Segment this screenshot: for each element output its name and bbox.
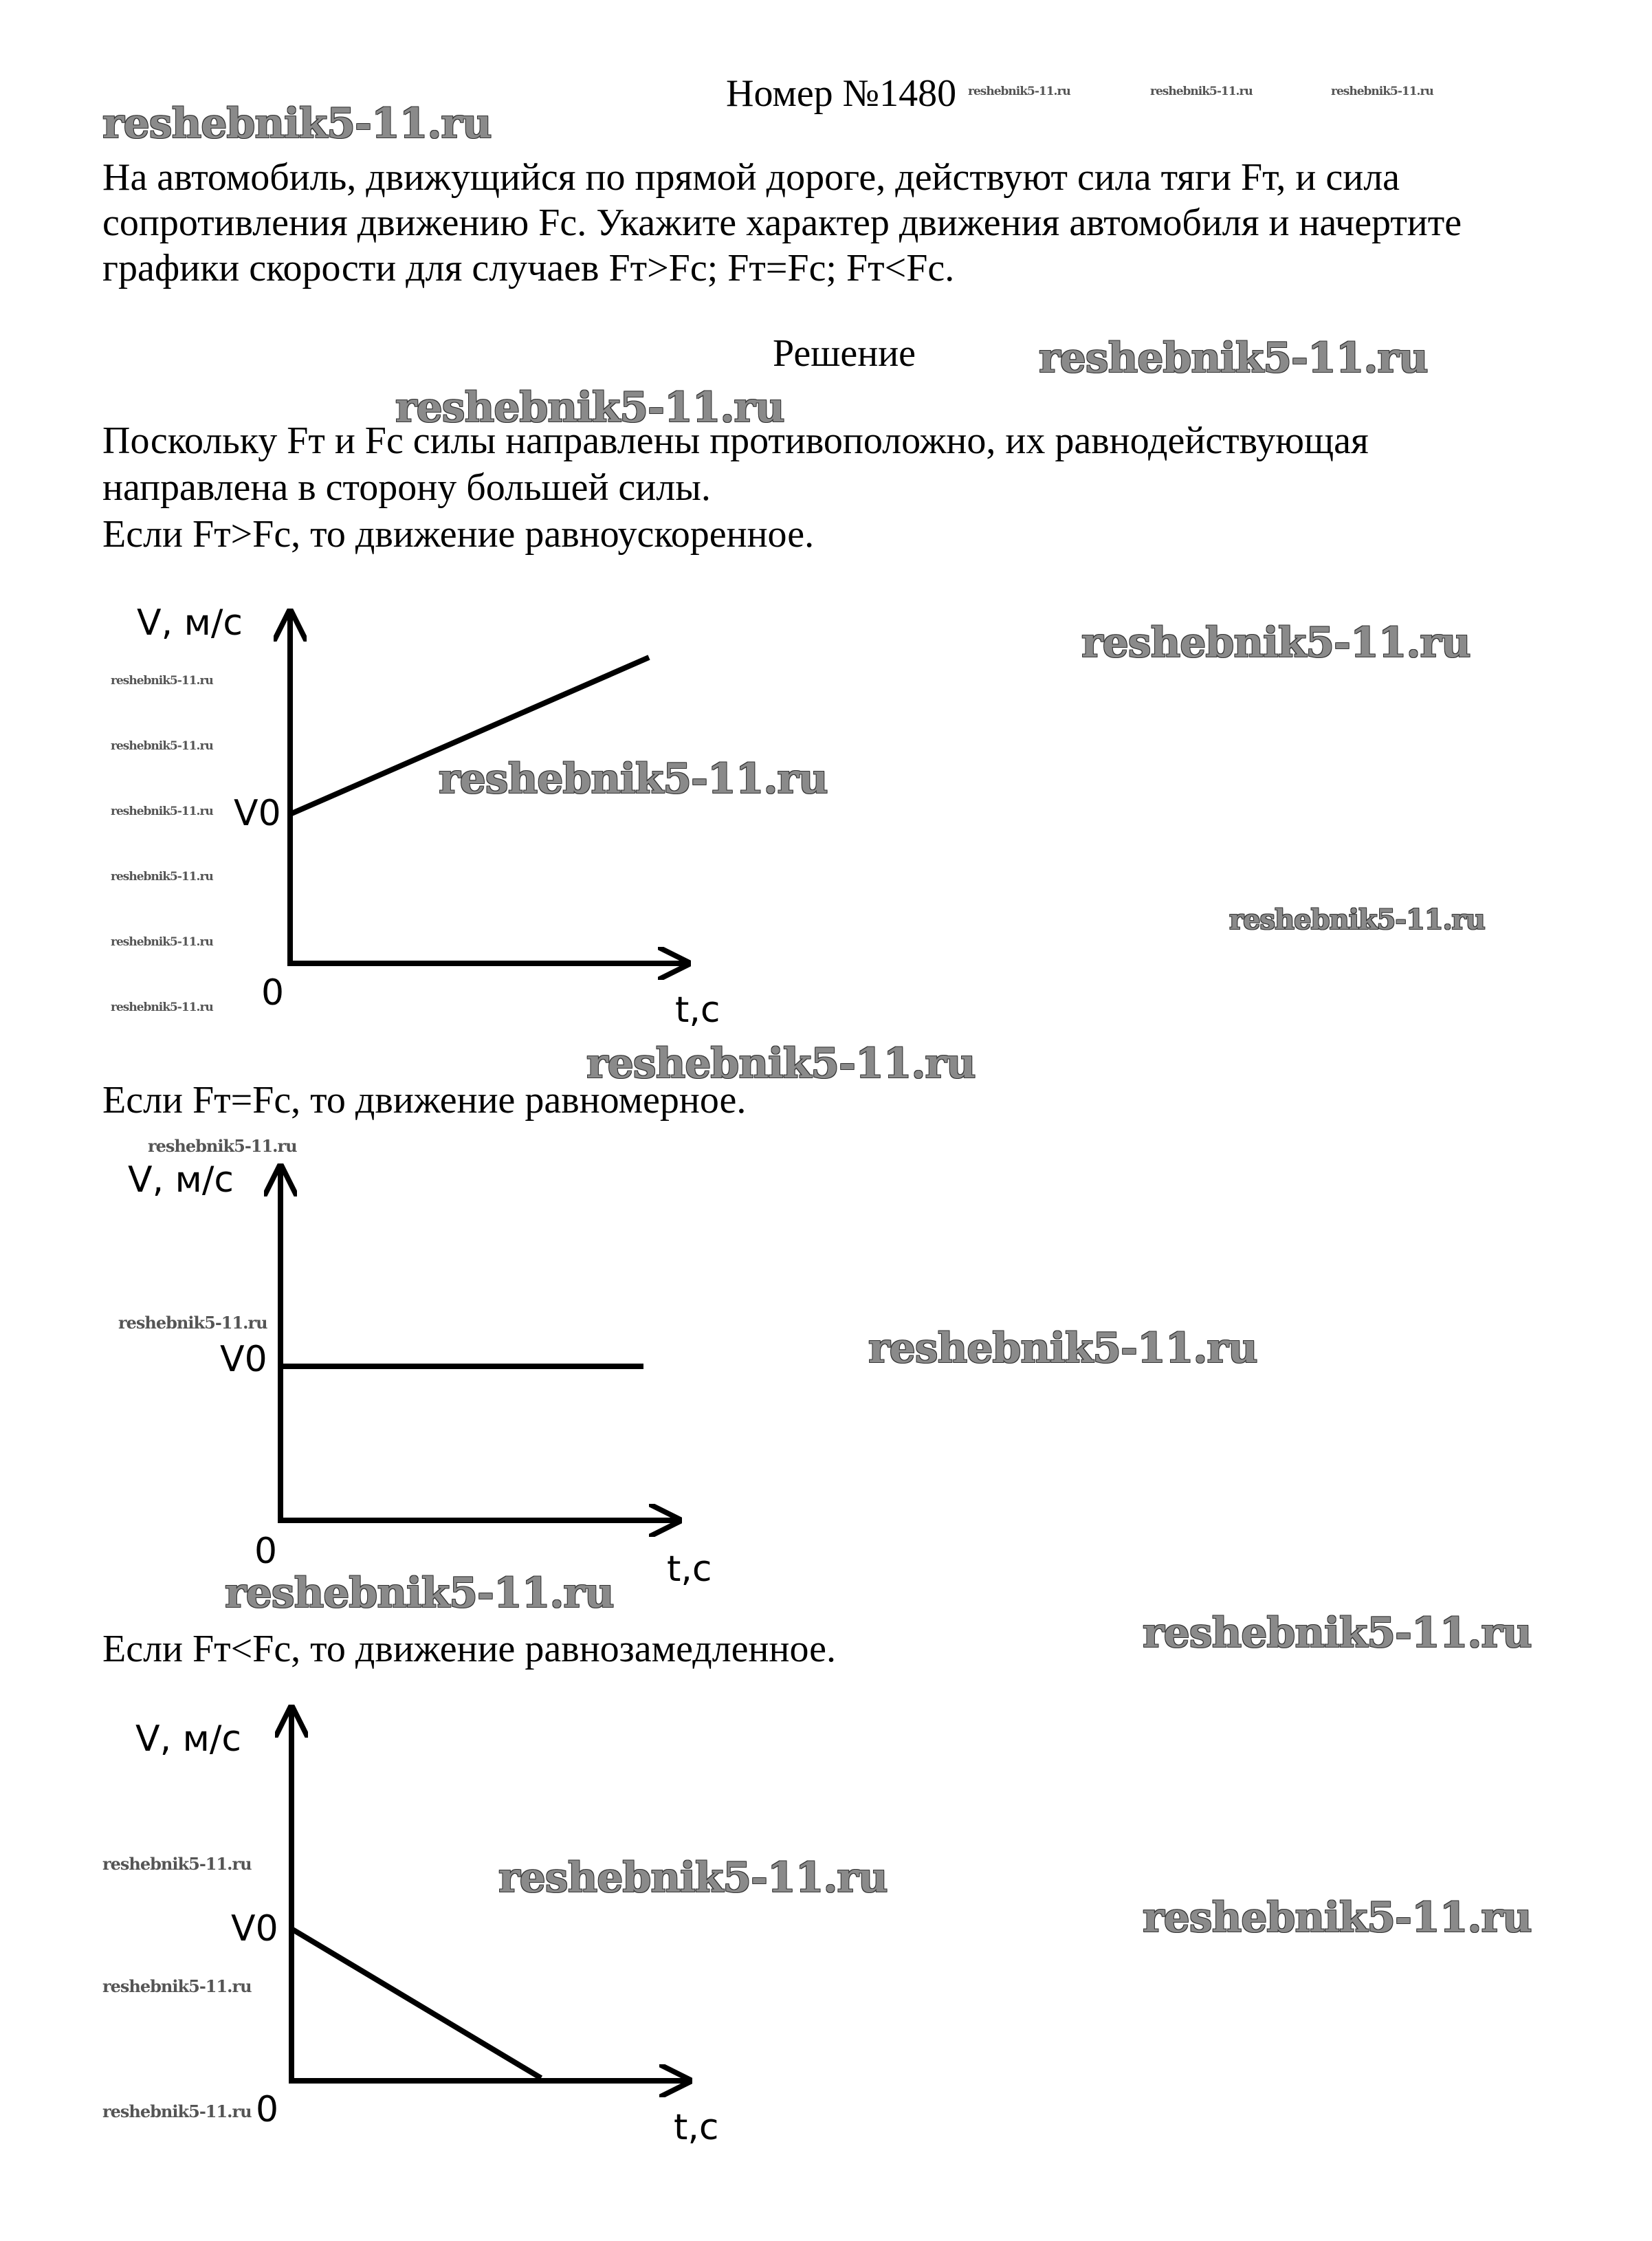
y-axis-label: V, м/с — [128, 1159, 234, 1201]
v0-label: V0 — [234, 793, 281, 834]
watermark: reshebnik5-11.ru — [225, 1569, 615, 1617]
watermark: reshebnik5-11.ru — [1039, 334, 1429, 382]
watermark: reshebnik5-11.ru — [111, 870, 214, 884]
problem-line: графики скорости для случаев Fт>Fc; Fт=F… — [102, 247, 955, 289]
watermark: reshebnik5-11.ru — [1150, 85, 1253, 98]
origin-label: 0 — [254, 1531, 278, 1572]
watermark: reshebnik5-11.ru — [111, 739, 214, 753]
watermark: reshebnik5-11.ru — [1143, 1894, 1532, 1942]
watermark: reshebnik5-11.ru — [111, 935, 214, 949]
watermark: reshebnik5-11.ru — [102, 1976, 252, 1996]
watermark: reshebnik5-11.ru — [111, 805, 214, 818]
watermark: reshebnik5-11.ru — [111, 674, 214, 688]
problem-number-title: Номер №1480 — [726, 72, 957, 115]
solution-intro-line: направлена в сторону большей силы. — [102, 466, 711, 509]
watermark: reshebnik5-11.ru — [439, 755, 828, 803]
origin-label: 0 — [261, 972, 285, 1014]
velocity-line — [289, 655, 650, 817]
problem-line: На автомобиль, движущийся по прямой доро… — [102, 156, 1400, 199]
velocity-line — [289, 1926, 543, 2081]
solution-heading: Решение — [773, 332, 916, 375]
watermark: reshebnik5-11.ru — [111, 1001, 214, 1014]
origin-label: 0 — [256, 2089, 279, 2130]
v0-label: V0 — [231, 1908, 278, 1949]
y-axis-label: V, м/с — [135, 1718, 241, 1760]
watermark: reshebnik5-11.ru — [968, 85, 1071, 98]
x-axis-label: t,c — [674, 2107, 719, 2148]
solution-intro-line: Поскольку Fт и Fc силы направлены против… — [102, 419, 1369, 462]
problem-line: сопротивления движению Fc. Укажите харак… — [102, 201, 1462, 244]
watermark: reshebnik5-11.ru — [586, 1040, 976, 1088]
x-axis-label: t,c — [667, 1549, 712, 1590]
case-3-text: Если Fт<Fc, то движение равнозамедленное… — [102, 1628, 836, 1670]
watermark: reshebnik5-11.ru — [102, 1854, 252, 1874]
watermark: reshebnik5-11.ru — [102, 2101, 252, 2121]
watermark: reshebnik5-11.ru — [1081, 619, 1471, 667]
watermark: reshebnik5-11.ru — [868, 1324, 1258, 1373]
case-2-text: Если Fт=Fc, то движение равномерное. — [102, 1079, 747, 1122]
watermark: reshebnik5-11.ru — [395, 384, 785, 432]
watermark: reshebnik5-11.ru — [118, 1313, 268, 1333]
watermark: reshebnik5-11.ru — [1143, 1609, 1532, 1657]
watermark: reshebnik5-11.ru — [1331, 85, 1434, 98]
watermark: reshebnik5-11.ru — [498, 1854, 888, 1902]
watermark: reshebnik5-11.ru — [1229, 904, 1486, 936]
watermark: reshebnik5-11.ru — [102, 100, 492, 148]
v0-label: V0 — [220, 1339, 267, 1380]
y-axis-label: V, м/с — [137, 602, 243, 644]
case-1-text: Если Fт>Fc, то движение равноускоренное. — [102, 513, 815, 556]
x-axis-label: t,c — [675, 990, 720, 1031]
watermark: reshebnik5-11.ru — [148, 1136, 298, 1156]
